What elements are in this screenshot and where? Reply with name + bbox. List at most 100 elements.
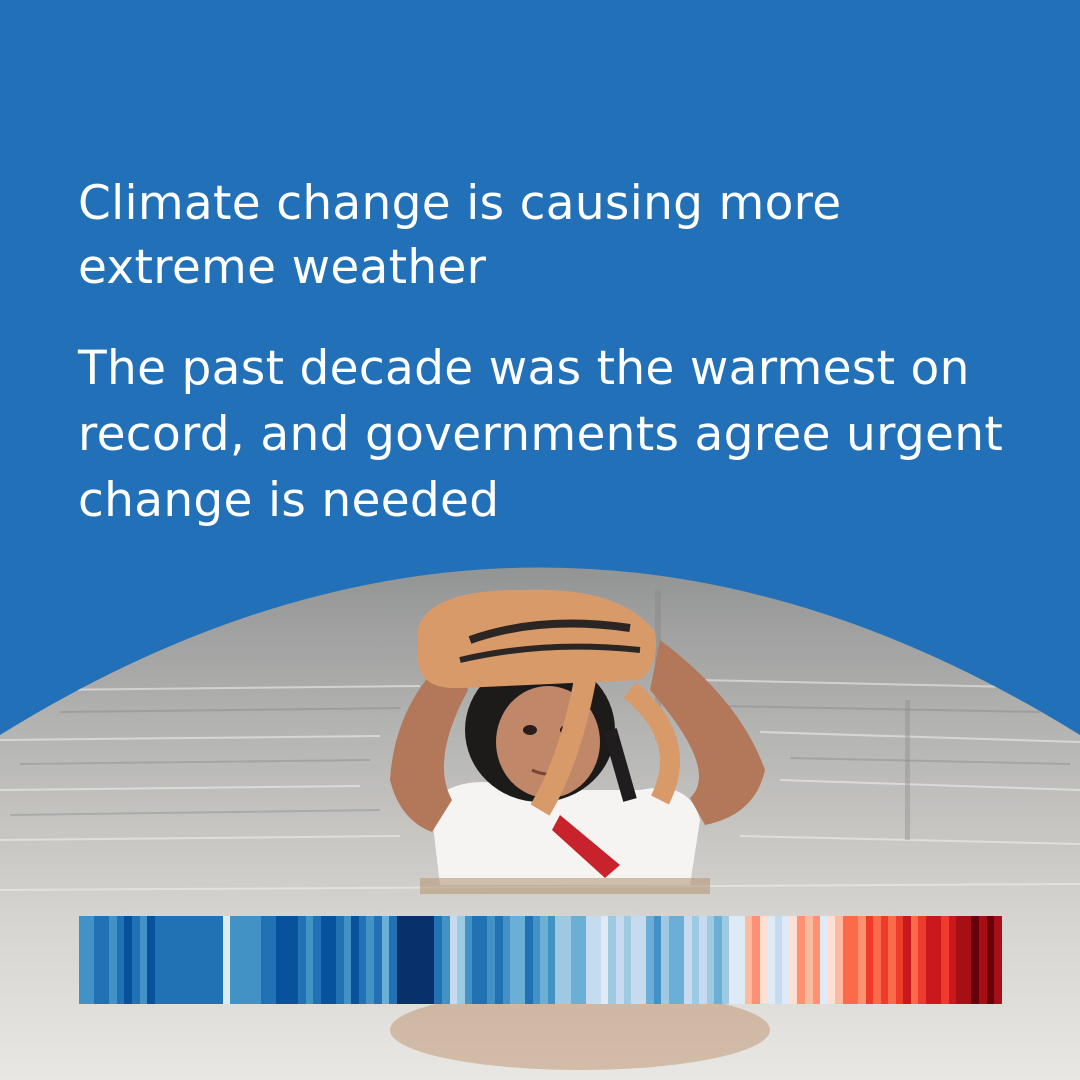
girl-figure — [390, 589, 770, 1070]
warming-stripe — [411, 916, 420, 1004]
warming-stripe — [691, 916, 700, 1004]
warming-stripe — [578, 916, 586, 1004]
warming-stripe — [608, 916, 616, 1004]
warming-stripe — [767, 916, 775, 1004]
warming-stripe — [918, 916, 926, 1004]
warming-stripe — [600, 916, 609, 1004]
warming-stripe — [820, 916, 828, 1004]
warming-stripe — [479, 916, 488, 1004]
warming-stripe — [880, 916, 889, 1004]
warming-stripe — [389, 916, 397, 1004]
warming-stripe — [109, 916, 117, 1004]
warming-stripe — [532, 916, 541, 1004]
warming-stripe — [736, 916, 745, 1004]
warming-stripe — [502, 916, 511, 1004]
warming-stripe — [752, 916, 760, 1004]
warming-stripe — [305, 916, 314, 1004]
warming-stripe — [207, 916, 216, 1004]
warming-stripe — [366, 916, 374, 1004]
warming-stripe — [986, 916, 995, 1004]
warming-stripe — [525, 916, 533, 1004]
warming-stripe — [328, 916, 337, 1004]
warming-stripe — [290, 916, 299, 1004]
warming-stripe — [86, 916, 95, 1004]
warming-stripe — [200, 916, 208, 1004]
warming-stripe — [956, 916, 964, 1004]
warming-stripe — [321, 916, 329, 1004]
warming-stripe — [169, 916, 178, 1004]
warming-stripe — [184, 916, 193, 1004]
warming-stripe — [336, 916, 344, 1004]
warming-stripe — [805, 916, 813, 1004]
warming-stripe — [517, 916, 526, 1004]
warming-stripe — [933, 916, 942, 1004]
warming-stripe — [623, 916, 632, 1004]
warming-stripe — [585, 916, 594, 1004]
warming-stripe — [275, 916, 284, 1004]
warming-stripe — [684, 916, 692, 1004]
warming-stripes — [79, 916, 1002, 1004]
warming-stripe — [396, 916, 405, 1004]
warming-stripe — [593, 916, 601, 1004]
warming-stripe — [510, 916, 518, 1004]
warming-stripe — [812, 916, 821, 1004]
warming-stripe — [948, 916, 957, 1004]
warming-stripe — [835, 916, 843, 1004]
warming-stripe — [563, 916, 571, 1004]
warming-stripe — [661, 916, 669, 1004]
warming-stripe — [842, 916, 851, 1004]
warming-stripe — [426, 916, 435, 1004]
warming-stripe — [419, 916, 427, 1004]
warming-stripe — [222, 916, 231, 1004]
warming-stripe — [472, 916, 480, 1004]
warming-stripe — [789, 916, 798, 1004]
warming-stripe — [857, 916, 866, 1004]
warming-stripe — [646, 916, 654, 1004]
warming-stripe — [124, 916, 132, 1004]
warming-stripe — [94, 916, 102, 1004]
warming-stripe — [457, 916, 465, 1004]
warming-stripe — [668, 916, 677, 1004]
warming-stripe — [994, 916, 1002, 1004]
warming-stripe — [895, 916, 904, 1004]
warming-stripe — [926, 916, 934, 1004]
warming-stripe — [404, 916, 412, 1004]
warming-stripe — [797, 916, 805, 1004]
warming-stripe — [888, 916, 896, 1004]
warming-stripe — [729, 916, 737, 1004]
warming-stripe — [699, 916, 707, 1004]
warming-stripe — [116, 916, 125, 1004]
warming-stripe — [245, 916, 253, 1004]
warming-stripe — [298, 916, 306, 1004]
warming-stripe — [555, 916, 563, 1004]
warming-stripe — [283, 916, 291, 1004]
warming-stripe — [215, 916, 223, 1004]
warming-stripe — [827, 916, 836, 1004]
warming-stripe — [547, 916, 556, 1004]
warming-stripe — [442, 916, 450, 1004]
warming-stripe — [343, 916, 352, 1004]
warming-stripe — [714, 916, 722, 1004]
warming-stripe — [192, 916, 200, 1004]
warming-stripe — [570, 916, 579, 1004]
warming-stripe — [638, 916, 647, 1004]
warming-stripe — [147, 916, 155, 1004]
warming-stripe — [79, 916, 87, 1004]
warming-stripe — [162, 916, 170, 1004]
warming-stripe — [744, 916, 753, 1004]
warming-stripe — [449, 916, 458, 1004]
warming-stripe — [252, 916, 261, 1004]
warming-stripe — [373, 916, 382, 1004]
warming-stripe — [237, 916, 246, 1004]
warming-stripe — [177, 916, 185, 1004]
warming-stripe — [865, 916, 874, 1004]
warming-stripe — [434, 916, 442, 1004]
warming-stripe — [494, 916, 503, 1004]
warming-stripe — [653, 916, 662, 1004]
warming-stripe — [101, 916, 110, 1004]
warming-stripe — [358, 916, 367, 1004]
subheadline: The past decade was the warmest on recor… — [78, 341, 1004, 528]
warming-stripe — [615, 916, 624, 1004]
warming-stripe — [971, 916, 979, 1004]
